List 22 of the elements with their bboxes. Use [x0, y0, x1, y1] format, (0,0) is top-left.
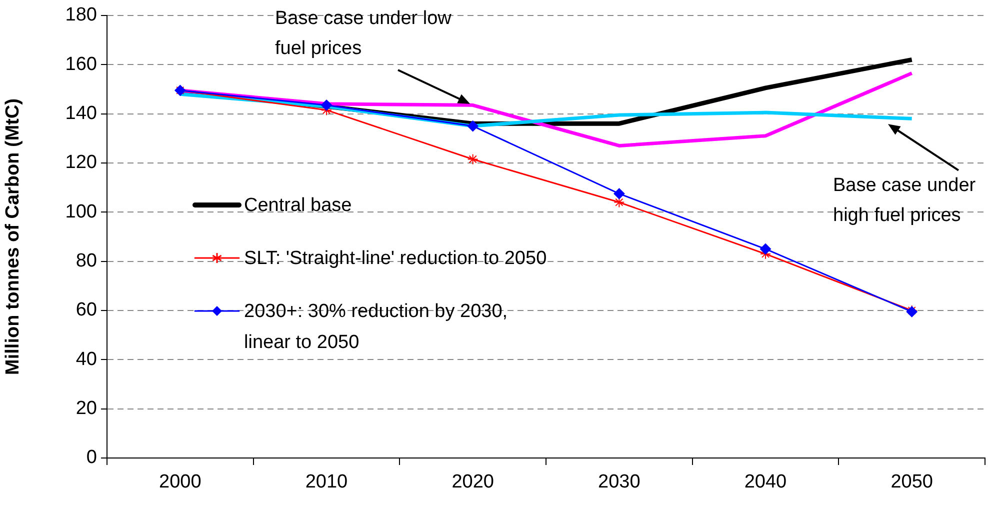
x-tick-label: 2020	[452, 472, 494, 493]
y-tick-label: 60	[76, 300, 97, 321]
y-tick-label: 80	[76, 250, 97, 272]
annotation: Base case under low fuel prices	[275, 7, 452, 61]
y-tick-label: 40	[76, 348, 97, 370]
legend-label: 2030+: 30% reduction by 2030, linear to 2050	[244, 300, 509, 356]
y-tick-label: 100	[65, 201, 97, 222]
y-tick-label: 0	[86, 447, 97, 468]
y-tick-label: 160	[65, 54, 97, 75]
annotation: Base case under high fuel prices	[833, 174, 977, 228]
x-tick-label: 2040	[744, 472, 787, 493]
x-tick-label: 2010	[305, 472, 348, 493]
legend-label: SLT: 'Straight-line' reduction to 2050	[244, 247, 547, 272]
y-tick-label: 140	[65, 102, 97, 124]
x-tick-label: 2000	[159, 472, 202, 493]
y-axis-title: Million tonnes of Carbon (MtC)	[2, 98, 24, 375]
y-tick-label: 20	[76, 398, 97, 420]
y-tick-label: 180	[65, 4, 97, 26]
x-tick-label: 2030	[598, 472, 640, 493]
legend-label: Central base	[244, 194, 352, 218]
x-tick-label: 2050	[890, 472, 933, 493]
y-tick-label: 120	[65, 152, 97, 174]
